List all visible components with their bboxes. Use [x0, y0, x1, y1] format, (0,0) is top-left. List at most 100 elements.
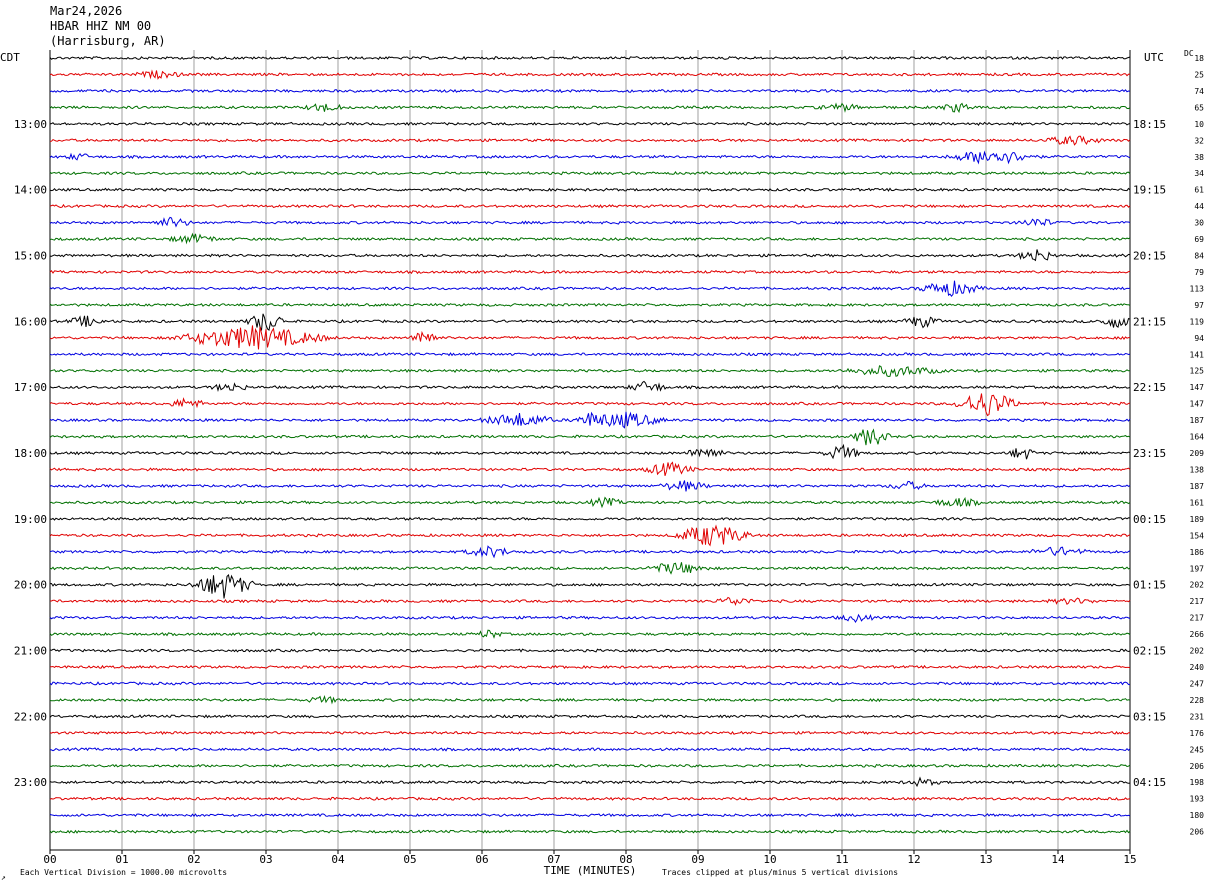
- trace-line: [49, 55, 1131, 61]
- dc-offset-label: 74: [1194, 87, 1204, 96]
- right-hour-label: 20:15: [1133, 250, 1166, 263]
- dc-offset-label: 180: [1190, 811, 1205, 820]
- dc-offset-label: 141: [1190, 350, 1205, 359]
- trace-line: [49, 325, 1130, 350]
- dc-offset-label: 245: [1190, 745, 1205, 754]
- right-hour-label: 02:15: [1133, 645, 1166, 658]
- x-tick-label: 15: [1123, 853, 1136, 866]
- dc-offset-label: 197: [1190, 564, 1205, 573]
- trace-line: [49, 695, 1131, 705]
- left-hour-label: 19:00: [14, 513, 47, 526]
- trace-line: [49, 574, 1131, 599]
- trace-line: [49, 135, 1131, 146]
- dc-offset-label: 198: [1190, 778, 1205, 787]
- x-tick-label: 04: [331, 853, 345, 866]
- x-tick-label: 07: [547, 853, 560, 866]
- trace-line: [49, 648, 1131, 653]
- trace-line: [49, 393, 1131, 417]
- dc-offset-label: 61: [1194, 186, 1204, 195]
- left-hour-label: 17:00: [14, 381, 47, 394]
- trace-line: [49, 269, 1131, 275]
- trace-line: [49, 249, 1131, 262]
- dc-offset-label: 30: [1194, 219, 1204, 228]
- x-axis-label: TIME (MINUTES): [544, 864, 637, 877]
- dc-offset-label: 202: [1190, 647, 1205, 656]
- trace-line: [49, 681, 1131, 686]
- right-hour-label: 03:15: [1133, 710, 1166, 723]
- dc-offset-label: 25: [1194, 70, 1204, 79]
- dc-offset-label: 186: [1190, 548, 1205, 557]
- dc-offset-label: 79: [1194, 268, 1204, 277]
- dc-offset-label: 240: [1190, 663, 1205, 672]
- dc-offset-label: 34: [1194, 169, 1204, 178]
- left-hour-label: 21:00: [14, 645, 47, 658]
- x-tick-label: 02: [187, 853, 200, 866]
- x-tick-label: 06: [475, 853, 488, 866]
- trace-line: [49, 562, 1131, 575]
- right-hour-label: 18:15: [1133, 118, 1166, 131]
- trace-line: [49, 461, 1131, 476]
- trace-line: [49, 171, 1131, 176]
- trace-line: [49, 203, 1131, 209]
- right-hour-label: 00:15: [1133, 513, 1166, 526]
- trace-line: [49, 812, 1131, 818]
- trace-line: [49, 776, 1131, 788]
- trace-line: [49, 150, 1131, 165]
- trace-line: [49, 313, 1131, 332]
- left-hour-label: 20:00: [14, 579, 47, 592]
- trace-line: [49, 613, 1131, 623]
- trace-line: [49, 829, 1131, 834]
- x-tick-label: 09: [691, 853, 704, 866]
- left-hour-label: 16:00: [14, 315, 47, 328]
- header-date: Mar24,2026: [50, 4, 123, 18]
- trace-line: [49, 428, 1131, 446]
- x-tick-label: 12: [907, 853, 920, 866]
- dc-offset-label: 266: [1190, 630, 1205, 639]
- dc-offset-label: 217: [1190, 614, 1205, 623]
- trace-line: [49, 664, 1131, 670]
- trace-line: [49, 747, 1131, 752]
- trace-line: [49, 443, 1131, 460]
- trace-line: [49, 763, 1131, 768]
- left-hour-label: 14:00: [14, 184, 47, 197]
- dc-offset-label: 18: [1194, 54, 1204, 63]
- right-hour-label: 19:15: [1133, 184, 1166, 197]
- right-hour-label: 21:15: [1133, 315, 1166, 328]
- trace-line: [50, 596, 1131, 607]
- dc-offset-label: 228: [1190, 696, 1205, 705]
- right-hour-label: 04:15: [1133, 776, 1166, 789]
- dc-offset-label: 176: [1190, 729, 1205, 738]
- x-tick-label: 05: [403, 853, 416, 866]
- trace-line: [49, 302, 1131, 308]
- dc-offset-label: 189: [1190, 515, 1205, 524]
- trace-line: [49, 496, 1131, 509]
- dc-offset-label: 147: [1190, 383, 1205, 392]
- scale-note: Each Vertical Division = 1000.00 microvo…: [20, 868, 227, 877]
- corner-mark: ↗: [1, 873, 6, 882]
- trace-line: [49, 714, 1131, 719]
- dc-offset-label: 125: [1190, 367, 1205, 376]
- dc-offset-label: 231: [1190, 712, 1205, 721]
- dc-offset-label: 97: [1194, 301, 1204, 310]
- trace-line: [49, 69, 1131, 80]
- trace-line: [49, 796, 1131, 801]
- left-hour-label: 22:00: [14, 710, 47, 723]
- x-tick-label: 11: [835, 853, 848, 866]
- left-hour-label: 15:00: [14, 250, 47, 263]
- dc-offset-label: 164: [1190, 433, 1205, 442]
- x-tick-label: 01: [115, 853, 128, 866]
- dc-offset-label: 147: [1190, 400, 1205, 409]
- dc-offset-label: 217: [1190, 597, 1205, 606]
- dc-offset-label: 154: [1190, 531, 1205, 540]
- dc-offset-label: 138: [1190, 466, 1205, 475]
- dc-offset-label: 187: [1190, 482, 1205, 491]
- dc-offset-label: 247: [1190, 679, 1205, 688]
- trace-line: [49, 480, 1131, 492]
- left-hour-label: 23:00: [14, 776, 47, 789]
- dc-offset-label: 119: [1190, 317, 1205, 326]
- dc-offset-label: 94: [1194, 334, 1204, 343]
- dc-offset-label: 44: [1194, 202, 1204, 211]
- right-hour-label: 22:15: [1133, 381, 1166, 394]
- right-hour-label: 23:15: [1133, 447, 1166, 460]
